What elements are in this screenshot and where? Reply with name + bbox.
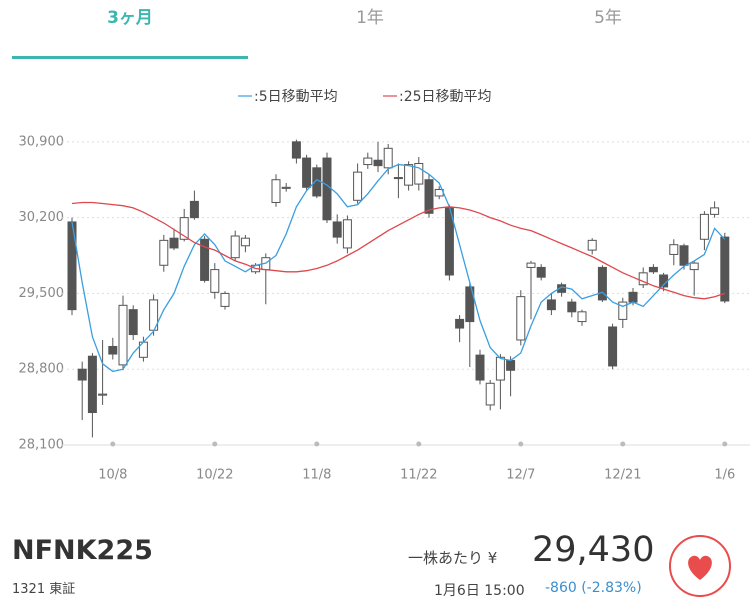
candle-body: [424, 179, 434, 214]
candle-body: [699, 213, 709, 240]
ma-line: [71, 201, 726, 300]
candle-body: [404, 164, 414, 186]
candle-body: [455, 318, 465, 329]
candle-body: [240, 237, 250, 247]
candle-body: [98, 393, 108, 396]
candle-body: [383, 147, 393, 169]
x-tick-dot: [314, 441, 320, 447]
candle-body: [281, 186, 291, 189]
candle-body: [393, 177, 403, 180]
heart-icon: [688, 555, 712, 580]
chart: :5日移動平均 :25日移動平均 28,100 28,800 29,500 30,200 3…: [19, 89, 750, 483]
candle-body: [291, 141, 301, 159]
candle-body: [77, 368, 87, 381]
candle-body: [628, 291, 638, 303]
x-tick-dot: [620, 441, 626, 447]
candle-body: [169, 237, 179, 249]
candle-body: [526, 262, 536, 268]
candle-body: [597, 266, 607, 301]
candle-body: [373, 159, 383, 167]
tab-indicator: [12, 56, 248, 59]
candle-body: [516, 296, 526, 341]
y-tick-label: 30,900: [19, 134, 65, 149]
y-tick-label: 28,100: [19, 438, 65, 453]
candle-body: [648, 266, 658, 273]
y-tick-label: 30,200: [19, 210, 65, 225]
x-tick-label: 11/8: [302, 468, 331, 483]
tab[interactable]: 3ヶ月: [107, 8, 153, 28]
candle-body: [220, 292, 230, 307]
tab[interactable]: 5年: [594, 8, 622, 28]
x-tick-label: 10/8: [98, 468, 127, 483]
stock-name: NFNK225: [12, 535, 153, 566]
candle-body: [271, 179, 281, 203]
change: -860 (-2.83%): [545, 580, 642, 596]
candle-body: [159, 239, 169, 266]
x-tick-label: 11/22: [400, 468, 437, 483]
x-tick-label: 12/21: [604, 468, 641, 483]
candle-body: [108, 345, 118, 355]
candle-body: [710, 207, 720, 215]
x-tick-dot: [110, 441, 116, 447]
candle-body: [200, 238, 210, 281]
candle-body: [128, 309, 138, 336]
candle-body: [720, 236, 730, 302]
candle-body: [577, 311, 587, 323]
candle-body: [302, 157, 312, 188]
legend-label: :5日移動平均: [254, 89, 338, 105]
candle-body: [485, 382, 495, 406]
candle-body: [465, 286, 475, 323]
legend-label: :25日移動平均: [399, 89, 492, 105]
candle-body: [189, 200, 199, 219]
x-tick-dot: [212, 441, 218, 447]
candle-body: [353, 171, 363, 201]
candle-body: [587, 239, 597, 251]
candle-body: [67, 221, 77, 311]
candle-body: [608, 326, 618, 367]
x-tick-dot: [518, 441, 524, 447]
candle-body: [506, 360, 516, 371]
candle-body: [495, 356, 505, 381]
candle-body: [638, 272, 648, 286]
candle-body: [557, 284, 567, 293]
candle-body: [230, 235, 240, 259]
candle-body: [669, 244, 679, 255]
x-tick-dot: [416, 441, 422, 447]
candle-body: [87, 355, 97, 414]
candle-body: [546, 299, 556, 311]
x-tick-label: 12/7: [506, 468, 535, 483]
price: 29,430: [532, 530, 655, 570]
y-tick-label: 28,800: [19, 362, 65, 377]
x-tick-label: 10/22: [196, 468, 233, 483]
tab[interactable]: 1年: [356, 8, 384, 28]
candle-body: [342, 219, 352, 249]
candle-body: [567, 301, 577, 313]
candle-body: [363, 157, 373, 166]
stock-code: 1321 東証: [12, 582, 76, 597]
candle-body: [414, 162, 424, 185]
candle-body: [536, 266, 546, 278]
x-tick-label: 1/6: [714, 468, 735, 483]
x-tick-dot: [722, 441, 728, 447]
candle-body: [179, 217, 189, 240]
favorite-button[interactable]: [669, 535, 731, 597]
per-share-label: 一株あたり ¥: [408, 549, 498, 567]
candle-body: [210, 269, 220, 293]
time: 1月6日 15:00: [434, 583, 525, 599]
candle-body: [679, 245, 689, 266]
candle-body: [332, 221, 342, 238]
ma-line: [71, 163, 726, 373]
candle-body: [118, 304, 128, 366]
candle-body: [475, 354, 485, 381]
y-tick-label: 29,500: [19, 286, 65, 301]
candle-body: [618, 301, 628, 320]
candle-body: [322, 157, 332, 221]
candle-body: [689, 262, 699, 271]
